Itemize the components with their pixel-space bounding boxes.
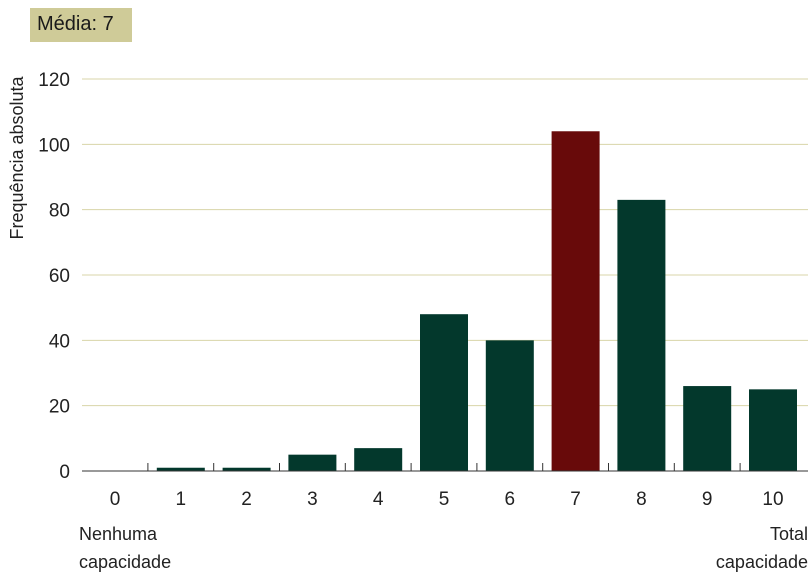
x-axis xyxy=(82,463,808,472)
bars xyxy=(156,131,797,471)
y-tick-label: 60 xyxy=(49,266,70,287)
right-end-label: Total xyxy=(770,524,808,544)
y-tick-label: 0 xyxy=(59,462,70,483)
bar-1 xyxy=(156,467,205,471)
bar-10 xyxy=(749,389,797,471)
bar-3 xyxy=(288,454,337,471)
x-tick-label: 2 xyxy=(241,489,252,510)
x-tick-label: 5 xyxy=(439,489,450,510)
mean-badge: Média: 7 xyxy=(30,8,132,42)
y-tick-label: 40 xyxy=(49,331,70,352)
y-axis-label: Frequência absoluta xyxy=(7,75,27,239)
y-tick-labels: 0 20 40 60 80 100 120 xyxy=(38,70,70,483)
left-end-label: capacidade xyxy=(79,552,171,572)
bar-4 xyxy=(354,448,403,471)
x-tick-label: 10 xyxy=(762,489,783,510)
left-end-label: Nenhuma xyxy=(79,524,158,544)
y-tick-label: 20 xyxy=(49,397,70,418)
bar-9 xyxy=(683,386,732,471)
x-tick-label: 8 xyxy=(636,489,647,510)
x-tick-label: 9 xyxy=(702,489,713,510)
mean-badge-label: Média: 7 xyxy=(37,13,114,35)
end-labels: Nenhuma capacidade Total capacidade xyxy=(79,524,808,572)
bar-8 xyxy=(617,199,666,471)
right-end-label: capacidade xyxy=(716,552,808,572)
bar-7 xyxy=(551,131,600,471)
y-tick-label: 80 xyxy=(49,201,70,222)
bar-2 xyxy=(222,467,271,471)
x-tick-label: 6 xyxy=(505,489,516,510)
bar-6 xyxy=(485,340,534,471)
x-tick-label: 1 xyxy=(176,489,187,510)
x-tick-label: 0 xyxy=(110,489,121,510)
x-tick-label: 4 xyxy=(373,489,384,510)
x-tick-label: 3 xyxy=(307,489,318,510)
x-tick-label: 7 xyxy=(570,489,581,510)
y-tick-label: 120 xyxy=(38,70,70,91)
bar-5 xyxy=(420,314,468,471)
y-tick-label: 100 xyxy=(38,135,70,156)
x-tick-labels: 0 1 2 3 4 5 6 7 8 9 10 xyxy=(110,489,784,510)
